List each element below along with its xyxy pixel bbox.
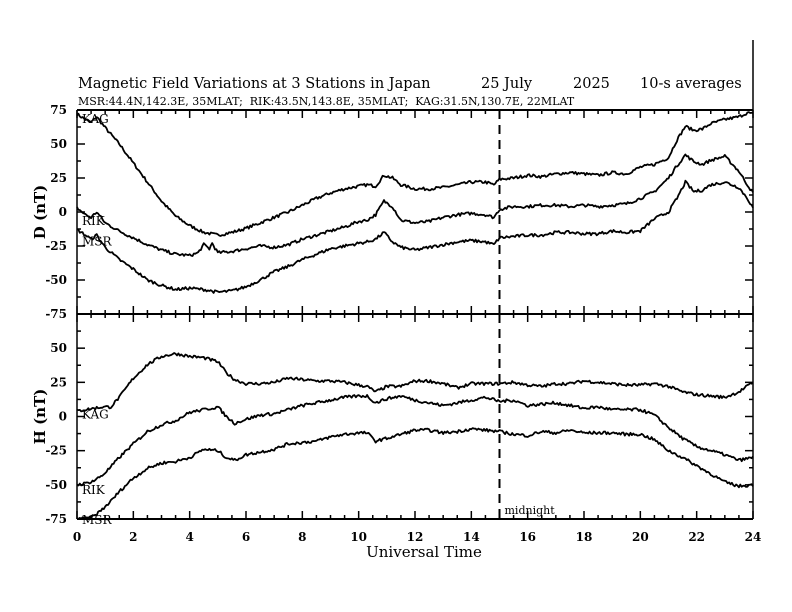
x-axis-label: Universal Time — [366, 543, 482, 561]
y-tick-label: -50 — [45, 273, 67, 287]
y-tick-label: 25 — [50, 171, 67, 185]
series-line-kag — [76, 111, 754, 237]
x-tick-label: 10 — [350, 530, 367, 544]
date-label: 25 July — [481, 76, 533, 92]
x-tick-label: 12 — [407, 530, 424, 544]
y-axis-label: D (nT) — [31, 185, 49, 240]
series-label-msr: MSR — [82, 234, 113, 248]
series-label-rik: RIK — [82, 214, 106, 228]
x-tick-label: 4 — [185, 530, 193, 544]
y-axis-label: H (nT) — [31, 389, 49, 445]
x-axis: 0 2 4 6 8 10 12 14 16 18 20 22 24 — [73, 530, 762, 544]
y-tick-label: -25 — [45, 239, 67, 253]
x-tick-label: 8 — [298, 530, 306, 544]
panel-h: 50 25 0 -25 -50 -75 H (nT) KAG RIK MSR midnight — [31, 313, 754, 527]
y-tick-label: 0 — [59, 410, 67, 424]
y-tick-label: 25 — [50, 375, 67, 389]
x-tick-label: 24 — [745, 530, 762, 544]
midnight-annotation: midnight — [505, 504, 556, 517]
series-label-kag: KAG — [82, 408, 109, 422]
averaging-label: 10-s averages — [640, 76, 742, 92]
series-line-kag — [76, 352, 754, 413]
x-tick-label: 16 — [519, 530, 536, 544]
chart-title: Magnetic Field Variations at 3 Stations … — [78, 76, 431, 92]
y-tick-label: -75 — [45, 307, 67, 321]
series-line-msr — [76, 179, 754, 294]
x-tick-label: 0 — [73, 530, 81, 544]
x-tick-label: 22 — [688, 530, 705, 544]
series-label-rik: RIK — [82, 483, 106, 497]
y-tick-label: 75 — [50, 103, 67, 117]
year-label: 2025 — [573, 76, 610, 92]
series-line-msr — [76, 427, 754, 520]
y-tick-label: 50 — [50, 137, 67, 151]
x-tick-label: 6 — [242, 530, 250, 544]
station-coordinates: MSR:44.4N,142.3E, 35MLAT; RIK:43.5N,143.… — [78, 95, 575, 108]
y-tick-label: 50 — [50, 341, 67, 355]
series-label-kag: KAG — [82, 112, 109, 126]
x-tick-label: 2 — [129, 530, 137, 544]
y-tick-label: 0 — [59, 205, 67, 219]
y-tick-label: -75 — [45, 512, 67, 526]
panels-group: 75 50 25 0 -25 -50 -75 D (nT) KAG RIK MSR 50 25 0 -25 -… — [31, 40, 754, 527]
x-tick-label: 14 — [463, 530, 480, 544]
panel-d: 75 50 25 0 -25 -50 -75 D (nT) KAG RIK MSR — [31, 40, 754, 321]
x-tick-label: 18 — [576, 530, 593, 544]
y-tick-label: -50 — [45, 478, 67, 492]
y-tick-label: -25 — [45, 444, 67, 458]
x-tick-label: 20 — [632, 530, 649, 544]
series-line-rik — [76, 394, 754, 487]
series-label-msr: MSR — [82, 513, 113, 527]
series-line-rik — [76, 153, 754, 257]
